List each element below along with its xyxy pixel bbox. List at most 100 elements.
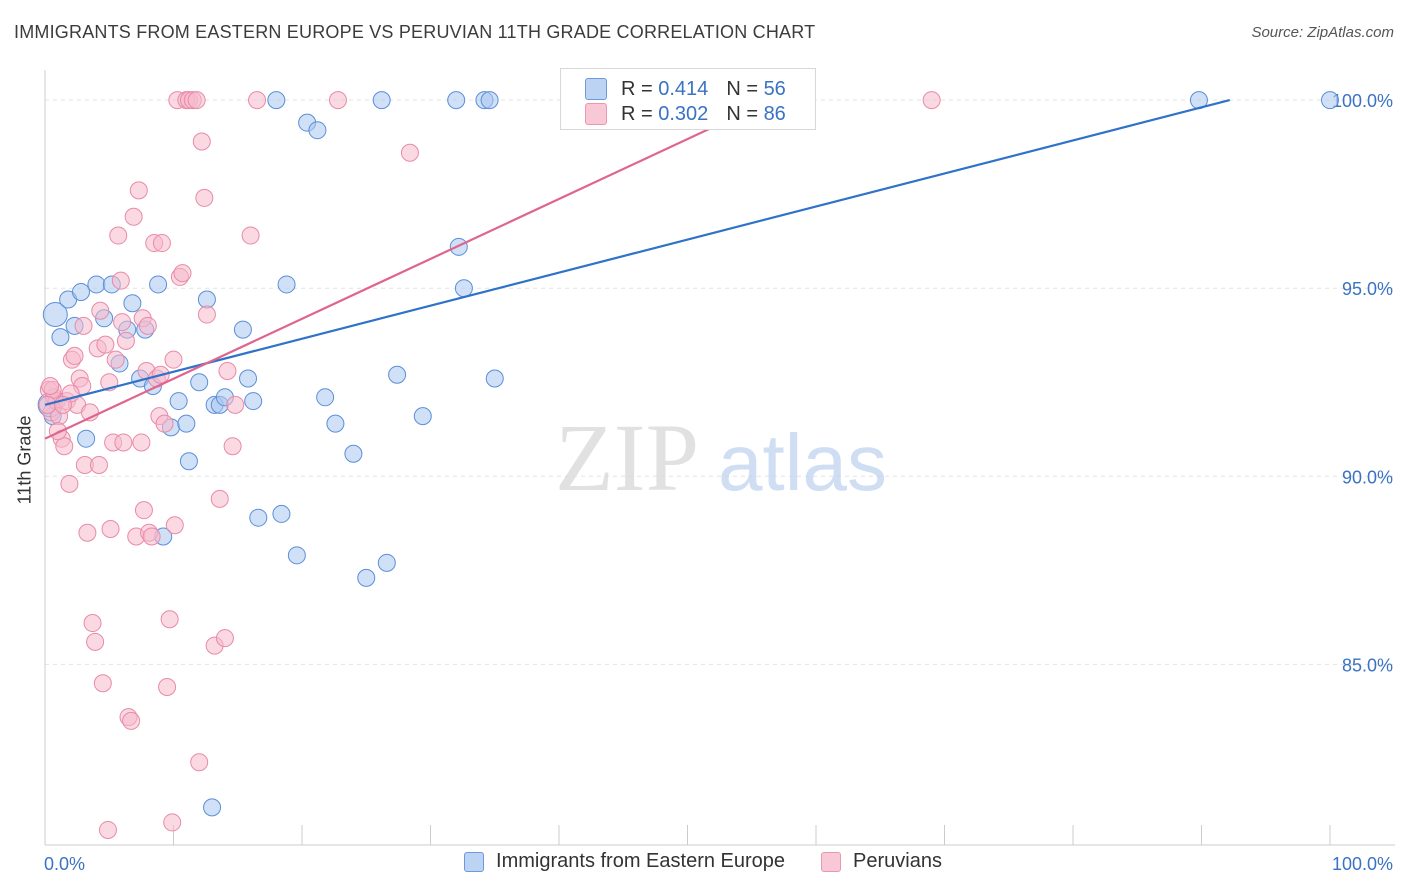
- point-eastern-europe: [87, 275, 106, 294]
- point-peruvian: [155, 414, 174, 433]
- point-eastern-europe: [287, 546, 306, 565]
- point-eastern-europe: [177, 414, 196, 433]
- point-peruvian: [83, 614, 102, 633]
- point-eastern-europe: [344, 444, 363, 463]
- point-peruvian: [86, 632, 105, 651]
- point-eastern-europe: [42, 302, 68, 328]
- point-peruvian: [187, 91, 206, 110]
- point-eastern-europe: [77, 429, 96, 448]
- source-label: Source: ZipAtlas.com: [1251, 24, 1394, 41]
- point-peruvian: [173, 264, 192, 283]
- point-eastern-europe: [480, 91, 499, 110]
- point-peruvian: [101, 519, 120, 538]
- point-peruvian: [165, 516, 184, 535]
- point-peruvian: [197, 305, 216, 324]
- point-peruvian: [248, 91, 267, 110]
- point-eastern-europe: [277, 275, 296, 294]
- x-tick-label-start: 0.0%: [44, 854, 85, 874]
- legend-swatch-blue: [464, 851, 485, 872]
- legend-label-pink: Peruvians: [853, 850, 942, 872]
- point-eastern-europe: [372, 91, 391, 110]
- point-peruvian: [164, 350, 183, 369]
- point-peruvian: [122, 711, 141, 730]
- point-peruvian: [41, 377, 60, 396]
- blue-swatch: [585, 78, 607, 100]
- trendline-peruvians: [44, 99, 772, 440]
- point-eastern-europe: [71, 282, 90, 301]
- n-value-pink: 86: [763, 102, 786, 125]
- point-peruvian: [116, 331, 135, 350]
- point-peruvian: [109, 226, 128, 245]
- point-peruvian: [114, 433, 133, 452]
- point-eastern-europe: [1321, 91, 1339, 110]
- y-tick-label: 95.0%: [1342, 279, 1393, 299]
- point-eastern-europe: [203, 798, 222, 817]
- r-label-blue: R =: [621, 77, 653, 100]
- point-peruvian: [91, 301, 110, 320]
- trendline-eastern-europe: [44, 99, 1231, 406]
- point-peruvian: [132, 433, 151, 452]
- point-peruvian: [111, 271, 130, 290]
- point-eastern-europe: [197, 290, 216, 309]
- point-peruvian: [113, 313, 132, 332]
- y-tick-label: 90.0%: [1342, 467, 1393, 487]
- point-peruvian: [241, 226, 260, 245]
- point-peruvian: [60, 474, 79, 493]
- point-eastern-europe: [149, 275, 168, 294]
- point-eastern-europe: [454, 279, 473, 298]
- point-eastern-europe: [413, 407, 432, 426]
- point-eastern-europe: [239, 369, 258, 388]
- point-peruvian: [195, 188, 214, 207]
- point-peruvian: [922, 91, 941, 110]
- stats-legend: R = 0.414 N = 56 R = 0.302 N = 86: [560, 68, 816, 130]
- point-peruvian: [55, 437, 74, 456]
- point-peruvian: [96, 335, 115, 354]
- point-peruvian: [218, 361, 237, 380]
- watermark-zip: ZIP: [555, 404, 699, 511]
- point-eastern-europe: [447, 91, 466, 110]
- y-tick-label: 100.0%: [1332, 91, 1393, 111]
- bottom-legend: Immigrants from Eastern Europe Peruvians: [0, 850, 1406, 873]
- point-peruvian: [223, 437, 242, 456]
- r-value-blue: 0.414: [658, 77, 709, 100]
- point-eastern-europe: [272, 504, 291, 523]
- point-eastern-europe: [123, 294, 142, 313]
- point-eastern-europe: [190, 373, 209, 392]
- y-tick-label: 85.0%: [1342, 655, 1393, 675]
- legend-item-eastern-europe[interactable]: Immigrants from Eastern Europe: [464, 850, 785, 873]
- point-peruvian: [152, 234, 171, 253]
- point-eastern-europe: [377, 553, 396, 572]
- point-eastern-europe: [485, 369, 504, 388]
- point-eastern-europe: [308, 121, 327, 140]
- point-peruvian: [78, 523, 97, 542]
- point-eastern-europe: [316, 388, 335, 407]
- point-peruvian: [226, 395, 245, 414]
- point-peruvian: [328, 91, 347, 110]
- n-label-pink: N =: [726, 102, 758, 125]
- point-peruvian: [89, 456, 108, 475]
- point-eastern-europe: [169, 392, 188, 411]
- legend-swatch-pink: [821, 851, 842, 872]
- point-peruvian: [190, 753, 209, 772]
- point-peruvian: [192, 132, 211, 151]
- stats-row-blue: R = 0.414 N = 56: [585, 76, 786, 102]
- watermark-atlas: atlas: [718, 418, 887, 507]
- point-peruvian: [134, 501, 153, 520]
- legend-label-blue: Immigrants from Eastern Europe: [496, 850, 786, 872]
- point-peruvian: [129, 181, 148, 200]
- point-peruvian: [65, 346, 84, 365]
- point-eastern-europe: [179, 452, 198, 471]
- r-value-pink: 0.302: [658, 102, 709, 125]
- point-peruvian: [106, 350, 125, 369]
- point-peruvian: [93, 674, 112, 693]
- point-peruvian: [138, 316, 157, 335]
- point-eastern-europe: [51, 328, 70, 347]
- point-peruvian: [158, 677, 177, 696]
- point-eastern-europe: [326, 414, 345, 433]
- point-peruvian: [142, 527, 161, 546]
- point-peruvian: [215, 629, 234, 648]
- point-eastern-europe: [388, 365, 407, 384]
- n-label-blue: N =: [726, 77, 758, 100]
- legend-item-peruvians[interactable]: Peruvians: [821, 850, 942, 873]
- point-peruvian: [74, 316, 93, 335]
